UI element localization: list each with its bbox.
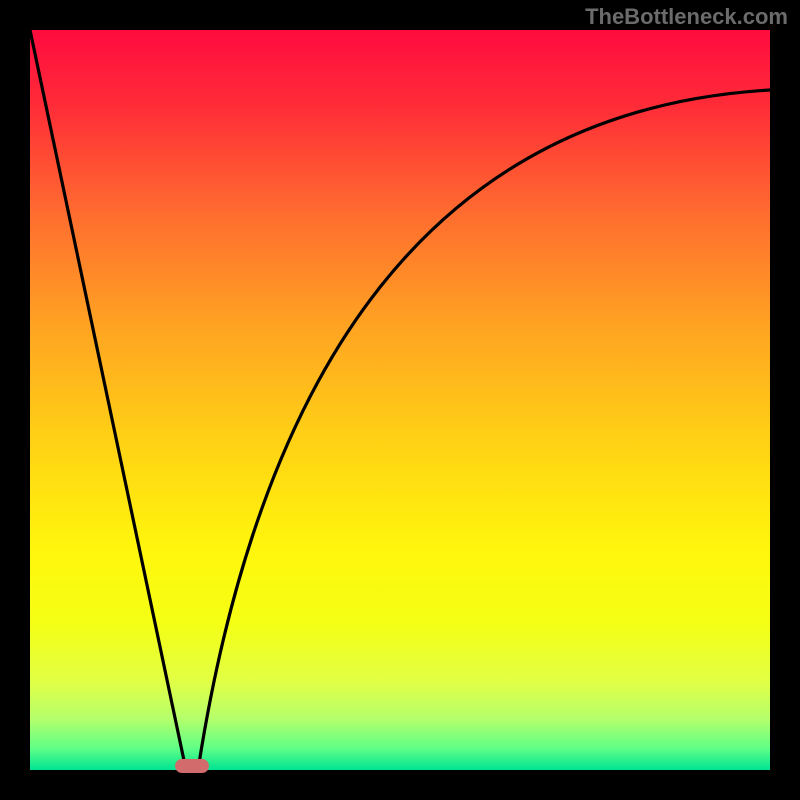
curve-right-segment: [198, 90, 770, 770]
curve-left-segment: [30, 30, 186, 770]
valley-marker: [175, 759, 209, 773]
watermark-text: TheBottleneck.com: [585, 4, 788, 30]
curve-layer: [30, 30, 770, 770]
plot-area: [30, 30, 770, 770]
chart-container: TheBottleneck.com: [0, 0, 800, 800]
